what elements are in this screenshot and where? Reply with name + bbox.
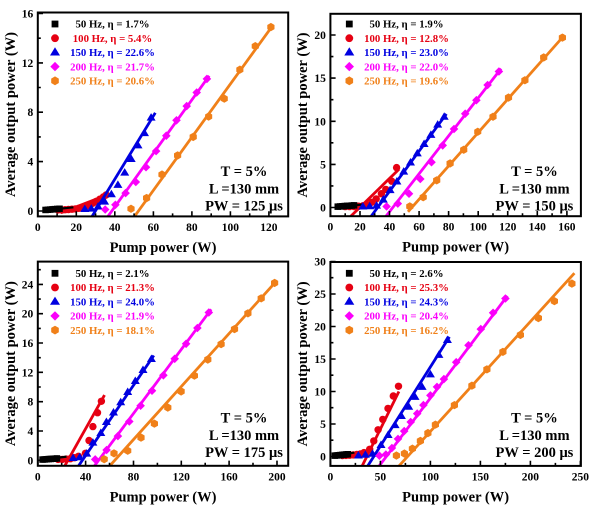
- svg-text:120: 120: [260, 222, 278, 234]
- svg-text:Average output power (W): Average output power (W): [295, 32, 311, 197]
- svg-text:50 Hz, η = 1.7%: 50 Hz, η = 1.7%: [75, 19, 149, 31]
- svg-text:L =130 mm: L =130 mm: [499, 181, 569, 197]
- svg-text:100: 100: [422, 471, 440, 483]
- svg-text:60: 60: [148, 222, 160, 234]
- svg-text:16: 16: [22, 9, 34, 21]
- svg-text:T = 5%: T = 5%: [221, 411, 268, 427]
- svg-text:40: 40: [80, 471, 92, 483]
- svg-text:20: 20: [22, 309, 34, 321]
- svg-text:50: 50: [375, 471, 387, 483]
- svg-text:Pump power (W): Pump power (W): [110, 489, 217, 505]
- svg-text:Average output power (W): Average output power (W): [3, 32, 19, 197]
- svg-text:160: 160: [220, 471, 238, 483]
- svg-text:200 Hz, η = 20.4%: 200 Hz, η = 20.4%: [364, 311, 449, 323]
- svg-text:250 Hz, η = 16.2%: 250 Hz, η = 16.2%: [364, 325, 449, 337]
- svg-text:150: 150: [472, 471, 490, 483]
- svg-text:40: 40: [384, 222, 396, 234]
- svg-text:0: 0: [28, 206, 34, 218]
- svg-text:0: 0: [320, 452, 326, 464]
- svg-text:T = 5%: T = 5%: [511, 164, 558, 180]
- svg-text:PW = 125 μs: PW = 125 μs: [205, 199, 283, 215]
- svg-text:200 Hz, η = 21.9%: 200 Hz, η = 21.9%: [70, 311, 155, 323]
- svg-text:20: 20: [314, 30, 326, 42]
- svg-text:Average output power (W): Average output power (W): [3, 281, 19, 446]
- svg-text:4: 4: [28, 157, 34, 169]
- svg-text:Average output power (W): Average output power (W): [295, 281, 311, 446]
- svg-text:0: 0: [320, 203, 326, 215]
- svg-text:60: 60: [413, 222, 425, 234]
- svg-text:150 Hz, η = 23.0%: 150 Hz, η = 23.0%: [364, 47, 449, 59]
- svg-text:25: 25: [314, 289, 326, 301]
- svg-text:Pump power (W): Pump power (W): [402, 240, 509, 256]
- svg-text:50 Hz, η = 1.9%: 50 Hz, η = 1.9%: [369, 19, 443, 31]
- svg-text:50 Hz, η = 2.1%: 50 Hz, η = 2.1%: [75, 268, 149, 280]
- svg-text:100: 100: [222, 222, 240, 234]
- svg-text:Pump power (W): Pump power (W): [402, 489, 509, 505]
- svg-text:12: 12: [22, 367, 34, 379]
- svg-text:140: 140: [529, 222, 547, 234]
- svg-text:L =130 mm: L =130 mm: [499, 428, 569, 444]
- svg-text:20: 20: [71, 222, 83, 234]
- svg-text:50 Hz, η = 2.6%: 50 Hz, η = 2.6%: [369, 268, 443, 280]
- svg-text:L =130 mm: L =130 mm: [209, 181, 279, 197]
- svg-text:8: 8: [28, 397, 34, 409]
- svg-text:120: 120: [499, 222, 517, 234]
- svg-text:PW = 200 μs: PW = 200 μs: [495, 445, 573, 461]
- svg-text:24: 24: [22, 279, 34, 291]
- svg-text:120: 120: [173, 471, 191, 483]
- svg-text:8: 8: [28, 107, 34, 119]
- svg-text:100 Hz, η = 21.3%: 100 Hz, η = 21.3%: [70, 282, 155, 294]
- svg-text:0: 0: [328, 222, 334, 234]
- svg-text:160: 160: [558, 222, 576, 234]
- svg-text:200: 200: [522, 471, 540, 483]
- svg-text:250 Hz, η = 20.6%: 250 Hz, η = 20.6%: [70, 76, 155, 88]
- svg-text:250 Hz, η = 18.1%: 250 Hz, η = 18.1%: [70, 325, 155, 337]
- svg-text:80: 80: [128, 471, 140, 483]
- svg-text:16: 16: [22, 338, 34, 350]
- svg-text:40: 40: [109, 222, 121, 234]
- svg-text:200: 200: [268, 471, 286, 483]
- svg-text:20: 20: [314, 322, 326, 334]
- svg-text:10: 10: [314, 116, 326, 128]
- svg-text:100 Hz, η = 12.8%: 100 Hz, η = 12.8%: [364, 33, 449, 45]
- svg-text:200 Hz, η = 21.7%: 200 Hz, η = 21.7%: [70, 61, 155, 73]
- svg-text:4: 4: [28, 426, 34, 438]
- svg-text:10: 10: [314, 387, 326, 399]
- svg-text:L =130 mm: L =130 mm: [209, 428, 279, 444]
- svg-text:PW = 150 μs: PW = 150 μs: [495, 199, 573, 215]
- svg-text:100: 100: [470, 222, 488, 234]
- svg-text:T = 5%: T = 5%: [221, 164, 268, 180]
- svg-text:5: 5: [320, 159, 326, 171]
- svg-text:12: 12: [22, 58, 34, 70]
- svg-text:150 Hz, η = 24.0%: 150 Hz, η = 24.0%: [70, 296, 155, 308]
- svg-text:30: 30: [314, 257, 326, 269]
- svg-text:0: 0: [28, 455, 34, 467]
- svg-text:100 Hz, η = 5.4%: 100 Hz, η = 5.4%: [73, 33, 152, 45]
- svg-text:20: 20: [354, 222, 366, 234]
- svg-text:80: 80: [186, 222, 198, 234]
- svg-text:250: 250: [572, 471, 590, 483]
- svg-text:5: 5: [320, 419, 326, 431]
- svg-text:Pump power (W): Pump power (W): [110, 240, 217, 256]
- svg-text:0: 0: [35, 471, 41, 483]
- svg-text:150 Hz, η = 22.6%: 150 Hz, η = 22.6%: [70, 47, 155, 59]
- svg-text:150 Hz, η = 24.3%: 150 Hz, η = 24.3%: [364, 296, 449, 308]
- svg-text:15: 15: [314, 354, 326, 366]
- svg-text:0: 0: [328, 471, 334, 483]
- svg-text:0: 0: [35, 222, 41, 234]
- svg-text:PW = 175 μs: PW = 175 μs: [205, 445, 283, 461]
- svg-text:80: 80: [443, 222, 455, 234]
- svg-text:T = 5%: T = 5%: [511, 411, 558, 427]
- svg-text:200 Hz, η = 22.0%: 200 Hz, η = 22.0%: [364, 61, 449, 73]
- svg-text:15: 15: [314, 73, 326, 85]
- svg-text:100 Hz, η = 25.3%: 100 Hz, η = 25.3%: [364, 282, 449, 294]
- svg-text:250 Hz, η = 19.6%: 250 Hz, η = 19.6%: [364, 76, 449, 88]
